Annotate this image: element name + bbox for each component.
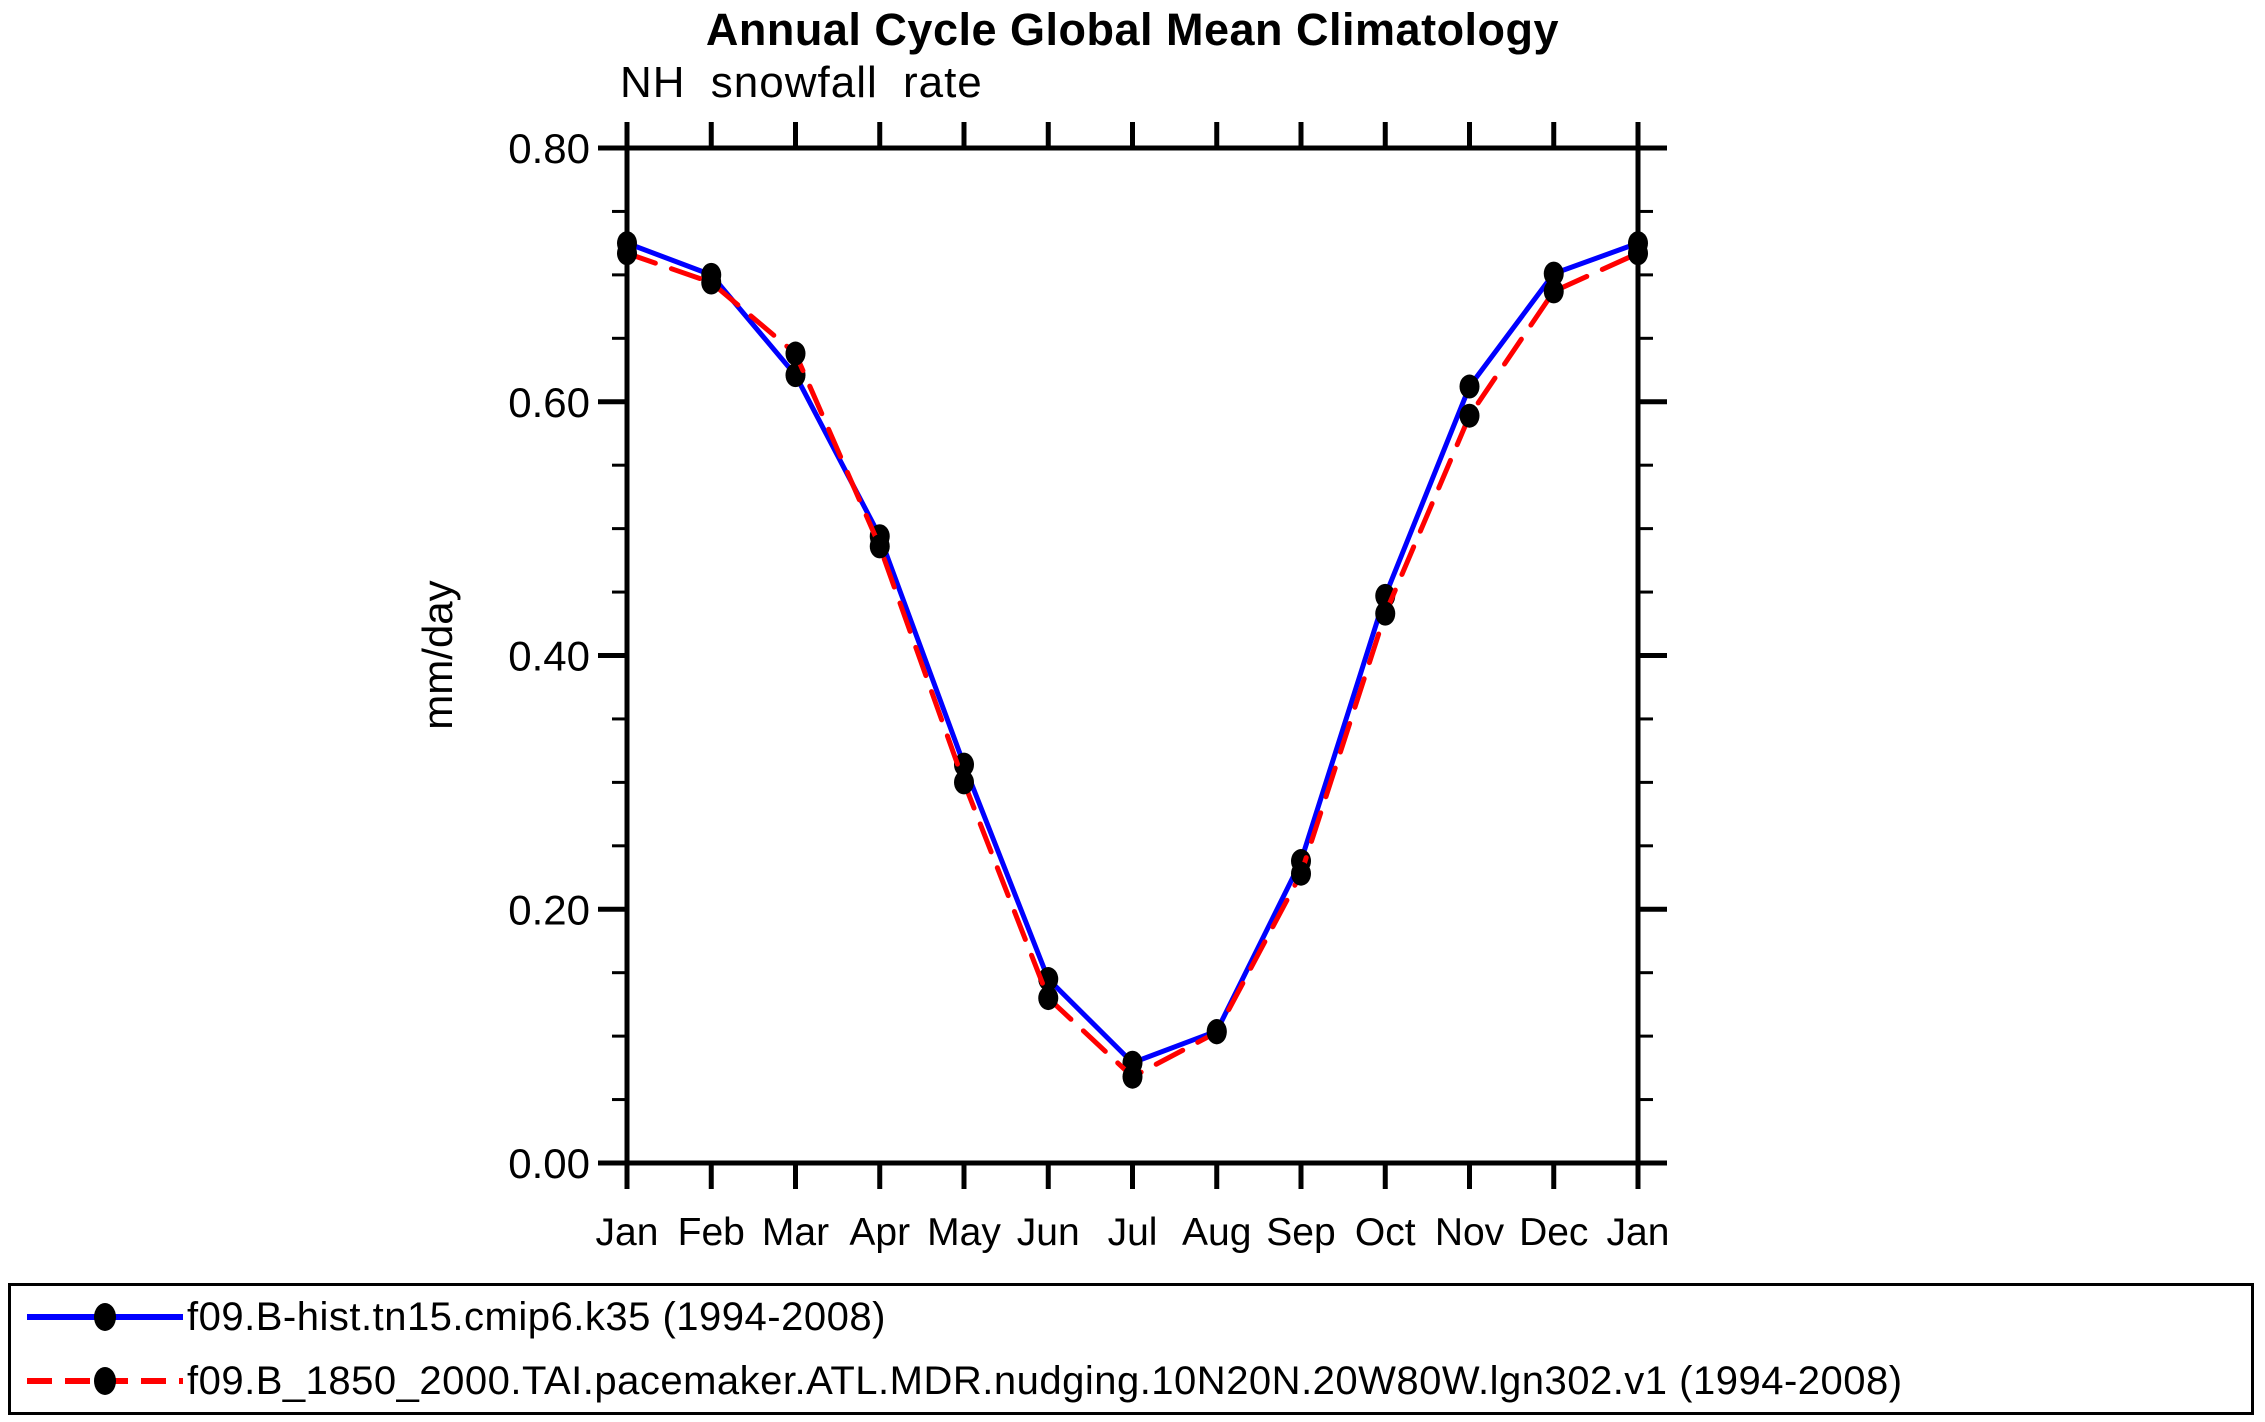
x-tick-label: Nov [1435, 1211, 1505, 1254]
data-point-marker [1206, 1020, 1227, 1045]
legend-box: f09.B-hist.tn15.cmip6.k35 (1994-2008) f0… [8, 1283, 2254, 1415]
data-point-marker [1459, 374, 1480, 399]
legend-label: f09.B-hist.tn15.cmip6.k35 (1994-2008) [187, 1294, 886, 1339]
y-tick-label: 0.60 [508, 379, 590, 426]
y-axis-label: mm/day [414, 580, 461, 729]
y-tick-label: 0.40 [508, 633, 590, 680]
data-point-marker [954, 770, 974, 795]
data-point-marker [1038, 986, 1059, 1011]
data-point-marker [1543, 279, 1564, 304]
legend-marker-dot [94, 1303, 116, 1331]
x-tick-label: Apr [849, 1211, 910, 1254]
y-tick-label: 0.20 [508, 886, 590, 933]
chart-subtitle: NH snowfall rate [620, 58, 983, 107]
data-point-marker [1375, 601, 1396, 626]
data-point-marker [869, 534, 890, 559]
y-tick-label: 0.80 [508, 125, 590, 172]
series-line-1 [624, 250, 1641, 1080]
data-point-marker [1543, 261, 1564, 286]
x-tick-label: Jan [1607, 1211, 1670, 1254]
legend-item: f09.B_1850_2000.TAI.pacemaker.ATL.MDR.nu… [11, 1353, 2251, 1409]
legend-label: f09.B_1850_2000.TAI.pacemaker.ATL.MDR.nu… [187, 1358, 1903, 1403]
x-tick-label: Mar [762, 1211, 829, 1254]
chart-plot-area: 0.00 0.20 0.40 0.60 0.80 Jan Feb Mar Apr May Jun Ju… [414, 122, 1670, 1254]
data-point-marker [1628, 241, 1648, 266]
x-tick-label: Oct [1355, 1211, 1416, 1254]
x-tick-label: Dec [1519, 1211, 1588, 1254]
chart-title: Annual Cycle Global Mean Climatology [705, 4, 1560, 55]
x-tick-label: May [927, 1211, 1001, 1254]
data-point-marker [701, 270, 722, 295]
x-tick-label: Jul [1108, 1211, 1158, 1254]
data-point-marker [1459, 403, 1480, 428]
legend-marker-dot [94, 1367, 116, 1395]
data-point-marker [1122, 1064, 1143, 1089]
legend-line-sample-dashed [27, 1367, 183, 1395]
x-tick-label: Sep [1266, 1211, 1335, 1254]
data-point-marker [617, 241, 637, 266]
data-point-marker [785, 341, 806, 366]
plot-frame [624, 145, 1641, 1166]
series-line-0 [624, 240, 1641, 1066]
legend-line-sample-solid [27, 1303, 183, 1331]
data-point-marker [954, 752, 974, 777]
data-point-marker [1291, 861, 1311, 886]
y-tick-label: 0.00 [508, 1140, 590, 1187]
x-tick-label: Feb [678, 1211, 745, 1254]
x-tick-label: Aug [1182, 1211, 1251, 1254]
x-tick-label: Jun [1017, 1211, 1080, 1254]
x-tick-label: Jan [596, 1211, 659, 1254]
legend-item: f09.B-hist.tn15.cmip6.k35 (1994-2008) [11, 1289, 2251, 1345]
